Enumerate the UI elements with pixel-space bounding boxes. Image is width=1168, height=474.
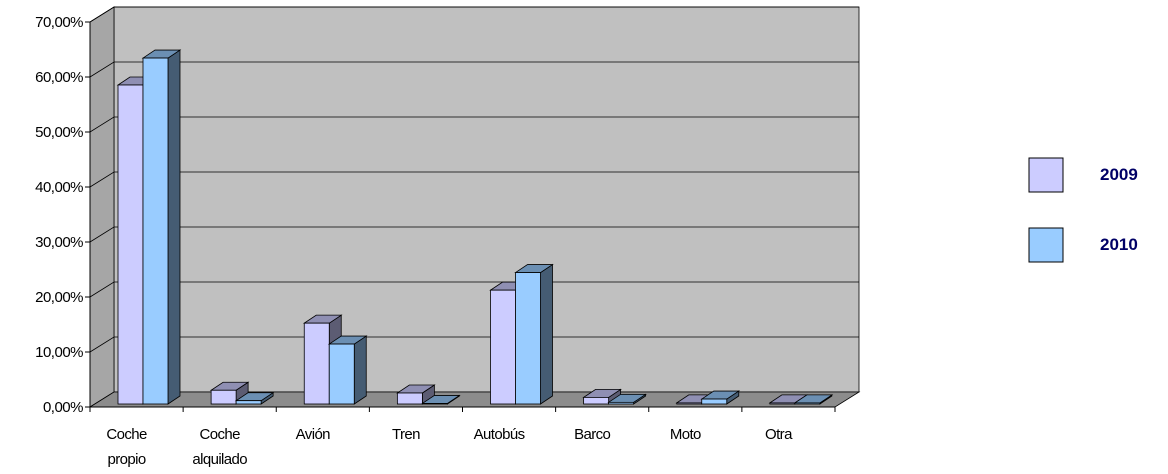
legend-swatch [1029,228,1063,262]
bar-2010-2 [329,336,366,404]
plot-walls [90,7,859,407]
legend: 2009 2010 [1029,158,1138,262]
category-label-line: Barco [574,426,610,443]
y-tick-label: 70,00% [35,14,83,31]
bar-2010-0 [143,50,180,404]
category-label: Coche alquilado [192,426,247,468]
y-tick-label: 40,00% [35,179,83,196]
category-label-line: Avión [296,426,331,443]
bar-front [118,85,143,404]
bar-front [795,403,820,404]
bar-side [168,50,180,404]
category-labels: Coche propio Coche alquilado Avión Tren Autobú… [106,426,793,468]
category-label: Barco [574,426,610,443]
category-label-line: Moto [670,426,701,443]
bar-2010-4 [516,265,553,404]
legend-item-2010: 2010 [1029,228,1138,262]
y-tick-label: 0,00% [43,399,83,416]
legend-label: 2009 [1100,165,1138,184]
y-tick-label: 30,00% [35,234,83,251]
legend-swatch [1029,158,1063,192]
bar-front [304,323,329,404]
bar-front [702,399,727,404]
category-label: Avión [296,426,331,443]
bar-front [584,397,609,404]
legend-item-2009: 2009 [1029,158,1138,192]
bar-side [354,336,366,404]
bar-front [609,402,634,404]
bar-front [422,403,447,404]
back-wall [114,7,859,392]
category-label-line: Coche [106,426,147,443]
category-label: Tren [392,426,420,443]
side-wall [90,7,114,407]
bar-front [491,290,516,404]
y-tick-label: 10,00% [35,344,83,361]
category-label-line: alquilado [192,451,247,468]
bar-front [236,401,261,404]
y-tick-label: 60,00% [35,69,83,86]
category-label-line: Coche [200,426,241,443]
bar-front [770,403,795,404]
bar-front [677,403,702,404]
category-label-line: propio [108,451,146,468]
y-tick-label: 50,00% [35,124,83,141]
floor [90,392,859,407]
category-label: Otra [765,426,793,443]
legend-label: 2010 [1100,235,1138,254]
bar-front [211,390,236,404]
y-tick-labels: 0,00% 10,00% 20,00% 30,00% 40,00% 50,00% 60,00… [35,14,83,416]
category-label: Coche propio [106,426,147,468]
bar-front [143,58,168,404]
category-label: Moto [670,426,701,443]
bar-front [397,393,422,404]
category-label: Autobús [474,426,525,443]
y-tick-label: 20,00% [35,289,83,306]
category-label-line: Autobús [474,426,525,443]
bar-front [329,344,354,404]
category-label-line: Tren [392,426,420,443]
bar-side [541,265,553,404]
category-label-line: Otra [765,426,793,443]
bar-front [516,273,541,404]
